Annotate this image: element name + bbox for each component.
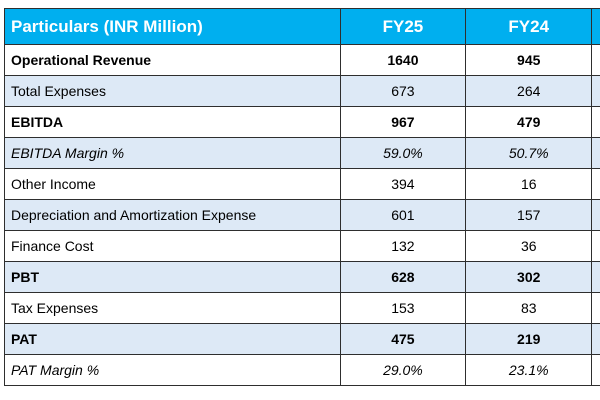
cell-fy-partial: 3: [591, 75, 600, 107]
row-label: PAT: [4, 323, 341, 355]
cell-fy-partial: 1: [591, 261, 600, 293]
row-ebitda: EBITDA 967 479 3: [4, 106, 600, 138]
financial-table: Particulars (INR Million) FY25 FY24 FY O…: [4, 8, 600, 386]
cell-fy24: 50.7%: [465, 137, 593, 169]
row-label: Other Income: [4, 168, 341, 200]
row-total-expenses: Total Expenses 673 264 3: [4, 75, 600, 107]
cell-fy25: 59.0%: [339, 137, 467, 169]
header-particulars: Particulars (INR Million): [4, 8, 341, 45]
cell-fy25: 132: [339, 230, 467, 262]
row-pbt: PBT 628 302 1: [4, 261, 600, 293]
row-other-income: Other Income 394 16: [4, 168, 600, 200]
cell-fy25: 673: [339, 75, 467, 107]
table-header-row: Particulars (INR Million) FY25 FY24 FY: [4, 8, 600, 45]
cell-fy24: 16: [465, 168, 593, 200]
cell-fy24: 264: [465, 75, 593, 107]
header-fy24: FY24: [465, 8, 593, 45]
row-label: Finance Cost: [4, 230, 341, 262]
cell-fy-partial: [591, 292, 600, 324]
row-operational-revenue: Operational Revenue 1640 945 6: [4, 44, 600, 76]
row-ebitda-margin: EBITDA Margin % 59.0% 50.7% 49: [4, 137, 600, 169]
cell-fy24: 83: [465, 292, 593, 324]
row-label: EBITDA: [4, 106, 341, 138]
cell-fy-partial: 15: [591, 354, 600, 386]
row-label: Operational Revenue: [4, 44, 341, 76]
cell-fy-partial: 49: [591, 137, 600, 169]
cell-fy-partial: 3: [591, 106, 600, 138]
cell-fy24: 36: [465, 230, 593, 262]
row-finance-cost: Finance Cost 132 36: [4, 230, 600, 262]
cell-fy24: 302: [465, 261, 593, 293]
cell-fy24: 23.1%: [465, 354, 593, 386]
cell-fy24: 945: [465, 44, 593, 76]
row-depreciation-amortization: Depreciation and Amortization Expense 60…: [4, 199, 600, 231]
cell-fy-partial: [591, 168, 600, 200]
row-pat-margin: PAT Margin % 29.0% 23.1% 15: [4, 354, 600, 386]
row-label: Total Expenses: [4, 75, 341, 107]
cell-fy24: 219: [465, 323, 593, 355]
cell-fy25: 1640: [339, 44, 467, 76]
cell-fy25: 394: [339, 168, 467, 200]
cell-fy-partial: 6: [591, 44, 600, 76]
cell-fy25: 153: [339, 292, 467, 324]
row-label: Tax Expenses: [4, 292, 341, 324]
row-label: PBT: [4, 261, 341, 293]
cell-fy-partial: [591, 323, 600, 355]
cell-fy24: 479: [465, 106, 593, 138]
cell-fy24: 157: [465, 199, 593, 231]
row-label: Depreciation and Amortization Expense: [4, 199, 341, 231]
row-tax-expenses: Tax Expenses 153 83: [4, 292, 600, 324]
cell-fy25: 29.0%: [339, 354, 467, 386]
cell-fy25: 475: [339, 323, 467, 355]
header-fy-partial: FY: [591, 8, 600, 45]
row-label: PAT Margin %: [4, 354, 341, 386]
cell-fy25: 967: [339, 106, 467, 138]
cell-fy25: 628: [339, 261, 467, 293]
row-label: EBITDA Margin %: [4, 137, 341, 169]
cell-fy-partial: 2: [591, 199, 600, 231]
cell-fy25: 601: [339, 199, 467, 231]
row-pat: PAT 475 219: [4, 323, 600, 355]
header-fy25: FY25: [339, 8, 467, 45]
cell-fy-partial: [591, 230, 600, 262]
